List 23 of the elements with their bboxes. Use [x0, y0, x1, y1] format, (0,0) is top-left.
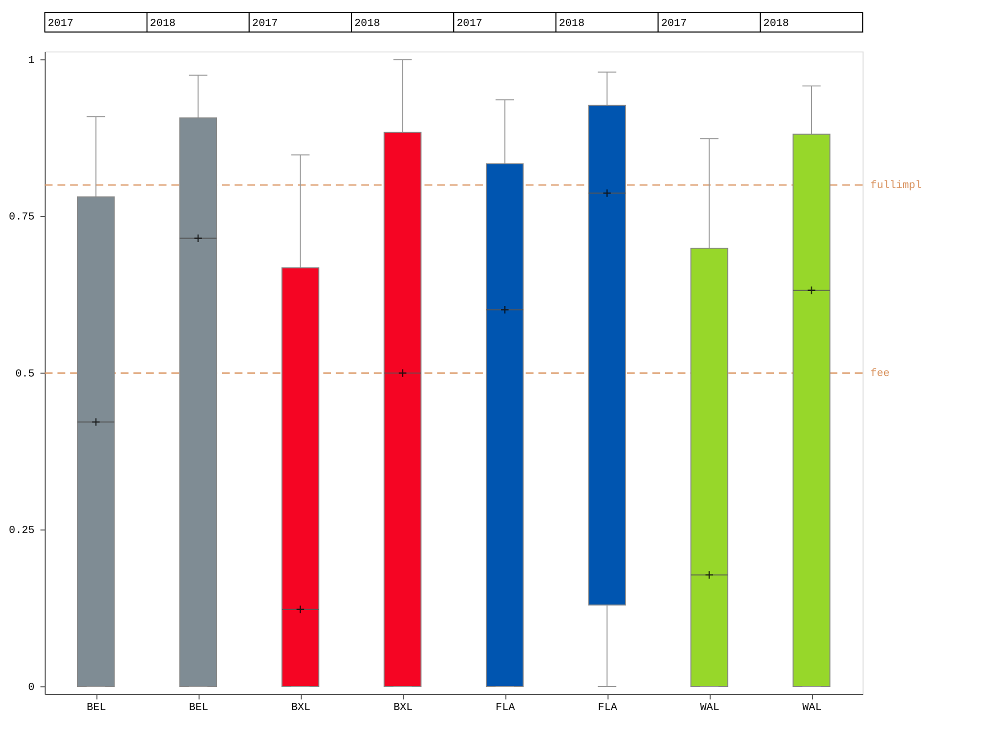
- x-tick-label: FLA: [598, 702, 618, 714]
- text: 2018: [763, 18, 789, 30]
- text: 2017: [661, 18, 687, 30]
- text: 2018: [558, 18, 585, 30]
- x-tick-label: WAL: [700, 702, 720, 714]
- text: 2017: [252, 18, 278, 30]
- x-tick-label: BXL: [393, 702, 413, 714]
- ref-line-label: fee: [870, 368, 890, 380]
- y-tick-label: 0: [28, 682, 35, 694]
- y-tick-label: 1: [28, 55, 35, 68]
- ref-line-label: fullimpl: [870, 180, 922, 192]
- y-tick-label: 0.25: [8, 525, 35, 538]
- x-tick-label: FLA: [496, 702, 516, 714]
- x-tick-label: BEL: [86, 702, 106, 714]
- x-tick-label: WAL: [802, 702, 822, 714]
- text: 2017: [48, 18, 74, 30]
- y-tick-label: 0.5: [15, 368, 35, 380]
- text: 2018: [150, 18, 176, 30]
- x-tick-label: BXL: [291, 702, 310, 714]
- text: 2017: [456, 18, 482, 30]
- text: 2018: [354, 18, 380, 30]
- y-tick-label: 0.75: [8, 212, 35, 224]
- x-tick-label: BEL: [188, 702, 208, 714]
